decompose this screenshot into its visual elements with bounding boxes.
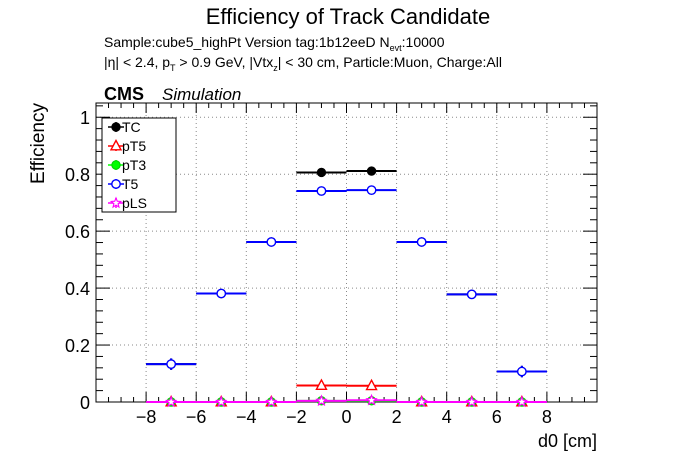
data-point [365, 393, 378, 406]
x-tick-label: 0 [341, 407, 351, 427]
legend-label: pT3 [122, 157, 146, 173]
y-axis-label: Efficiency [28, 103, 49, 184]
cuts-part-3: | < 30 cm, Particle:Muon, Charge:All [277, 54, 502, 70]
legend-label: pLS [122, 195, 147, 211]
x-tick-label: 4 [442, 407, 452, 427]
data-point [515, 395, 529, 408]
data-point [366, 166, 377, 176]
sample-info: Sample:cube5_highPt Version tag:1b12eeD … [104, 34, 444, 53]
data-point [265, 395, 278, 408]
simulation-label: Simulation [162, 85, 242, 104]
series-pls [146, 393, 547, 408]
cuts-part-1: |η| < 2.4, p [104, 54, 171, 70]
legend-marker [109, 196, 123, 209]
data-point [315, 394, 328, 407]
data-point [366, 185, 377, 196]
x-tick-label: −6 [186, 407, 207, 427]
legend-marker [111, 122, 121, 132]
x-tick-label: −8 [136, 407, 157, 427]
y-tick-label: 0.2 [65, 336, 90, 356]
chart-title: Efficiency of Track Candidate [205, 4, 491, 29]
y-tick-label: 0.8 [65, 165, 90, 185]
x-axis-label: d0 [cm] [538, 431, 597, 451]
data-point [516, 366, 527, 377]
data-point [466, 289, 477, 300]
cuts-sub-2: z [273, 62, 278, 73]
legend-marker [111, 179, 121, 189]
cuts-sub-1: T [170, 62, 176, 73]
data-point [215, 395, 228, 408]
x-tick-label: −4 [236, 407, 257, 427]
data-point [266, 237, 277, 247]
selection-cuts: |η| < 2.4, pT > 0.9 GeV, |Vtxz| < 30 cm,… [104, 54, 502, 73]
data-point [216, 288, 227, 299]
data-point [465, 395, 478, 408]
cuts-part-2: > 0.9 GeV, |Vtx [175, 54, 274, 70]
legend-marker [111, 160, 121, 170]
x-tick-label: 8 [542, 407, 552, 427]
y-tick-label: 0.6 [65, 222, 90, 242]
data-point [365, 378, 378, 391]
legend-marker [109, 139, 123, 151]
data-point [164, 395, 178, 408]
legend: TC pT5 pT3 T5 pLS [101, 117, 177, 213]
legend-label: pT5 [122, 138, 146, 154]
legend-label: T5 [122, 176, 139, 192]
y-tick-label: 0.4 [65, 279, 90, 299]
sample-info-prefix: Sample:cube5_highPt Version tag:1b12eeD … [104, 34, 390, 50]
x-tick-label: −2 [286, 407, 307, 427]
legend-label: TC [122, 119, 141, 135]
cms-label: CMS [104, 84, 144, 104]
data-point [166, 359, 177, 370]
data-point [316, 167, 327, 178]
x-tick-label: 2 [392, 407, 402, 427]
y-tick-label: 1 [80, 108, 90, 128]
sample-info-suffix: :10000 [401, 34, 445, 50]
series-t5 [146, 185, 547, 378]
data-point [415, 395, 428, 408]
y-tick-label: 0 [80, 393, 90, 413]
series-tc [146, 166, 547, 378]
data-point [316, 186, 327, 196]
x-tick-label: 6 [492, 407, 502, 427]
sample-info-sub: evt [389, 42, 402, 53]
data-point [315, 378, 328, 390]
data-point [416, 237, 427, 247]
